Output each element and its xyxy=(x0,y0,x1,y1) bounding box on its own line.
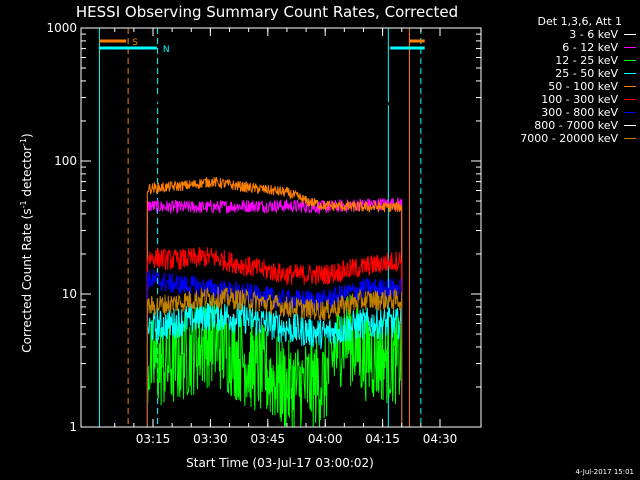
y-axis-label-sup1: -1 xyxy=(19,200,28,208)
axes: 03:15 03:30 03:45 04:00 04:15 04:30 1 10 100 1000 xyxy=(46,21,481,446)
legend-label: 50 - 100 keV xyxy=(548,80,618,93)
legend-entries: 3 - 6 keV 6 - 12 keV 12 - 25 keV 25 - 50 ke… xyxy=(486,28,636,145)
legend-entry-8: 7000 - 20000 keV xyxy=(486,132,636,145)
flag-N-label: N xyxy=(163,45,170,55)
legend-swatch xyxy=(624,47,636,48)
series-line-8 xyxy=(146,286,403,427)
legend-entry-7: 800 - 7000 keV xyxy=(486,119,636,132)
legend-entry-1: 6 - 12 keV xyxy=(486,41,636,54)
legend-label: 7000 - 20000 keV xyxy=(520,132,618,145)
legend-entry-4: 50 - 100 keV xyxy=(486,80,636,93)
legend-swatch xyxy=(624,73,636,74)
legend-label: 800 - 7000 keV xyxy=(534,119,618,132)
legend-label: 300 - 800 keV xyxy=(541,106,618,119)
legend-label: 100 - 300 keV xyxy=(541,93,618,106)
footer-timestamp: 4-Jul-2017 15:01 xyxy=(575,468,634,476)
legend-entry-5: 100 - 300 keV xyxy=(486,93,636,106)
x-tick-label-5: 04:30 xyxy=(423,432,458,446)
legend-swatch xyxy=(624,112,636,113)
y-axis-label-end: ) xyxy=(20,133,34,138)
legend-swatch xyxy=(624,86,636,87)
x-tick-label-0: 03:15 xyxy=(136,432,171,446)
legend-swatch xyxy=(624,138,636,139)
series-line-0 xyxy=(146,94,403,427)
series-line-1 xyxy=(146,197,403,427)
legend-label: 6 - 12 keV xyxy=(562,41,618,54)
legend-swatch xyxy=(624,60,636,61)
y-axis-label: Corrected Count Rate (s-1 detector-1) xyxy=(19,133,34,352)
legend-swatch xyxy=(624,99,636,100)
series-line-2 xyxy=(146,294,403,427)
y-axis-label-mid: detector xyxy=(20,146,34,201)
y-tick-label-1: 10 xyxy=(62,287,77,301)
x-tick-label-4: 04:15 xyxy=(365,432,400,446)
legend-label: 12 - 25 keV xyxy=(555,54,618,67)
x-tick-label-1: 03:30 xyxy=(193,432,228,446)
plot-area: SN xyxy=(98,28,425,427)
x-axis-label: Start Time (03-Jul-17 03:00:02) xyxy=(186,456,374,470)
series-line-3 xyxy=(146,299,403,427)
legend: Det 1,3,6, Att 1 3 - 6 keV 6 - 12 keV 12 -… xyxy=(486,15,636,145)
series-line-5 xyxy=(146,247,403,427)
legend-swatch xyxy=(624,34,636,35)
legend-label: 25 - 50 keV xyxy=(555,67,618,80)
legend-entry-3: 25 - 50 keV xyxy=(486,67,636,80)
legend-entry-2: 12 - 25 keV xyxy=(486,54,636,67)
x-tick-label-3: 04:00 xyxy=(308,432,343,446)
x-tick-label-2: 03:45 xyxy=(251,432,286,446)
y-tick-label-0: 1 xyxy=(69,420,77,434)
legend-title: Det 1,3,6, Att 1 xyxy=(537,15,622,28)
y-axis-label-main: Corrected Count Rate (s xyxy=(20,208,34,352)
legend-label: 3 - 6 keV xyxy=(569,28,618,41)
legend-entry-0: 3 - 6 keV xyxy=(486,28,636,41)
y-tick-label-3: 1000 xyxy=(46,21,77,35)
plot-frame xyxy=(80,27,482,428)
legend-swatch xyxy=(624,125,636,126)
chart-title: HESSI Observing Summary Count Rates, Cor… xyxy=(76,3,458,21)
y-axis-label-sup2: -1 xyxy=(19,138,28,146)
y-tick-label-2: 100 xyxy=(54,154,77,168)
legend-entry-6: 300 - 800 keV xyxy=(486,106,636,119)
flag-S-label: S xyxy=(132,38,138,48)
series-line-4 xyxy=(146,176,403,427)
